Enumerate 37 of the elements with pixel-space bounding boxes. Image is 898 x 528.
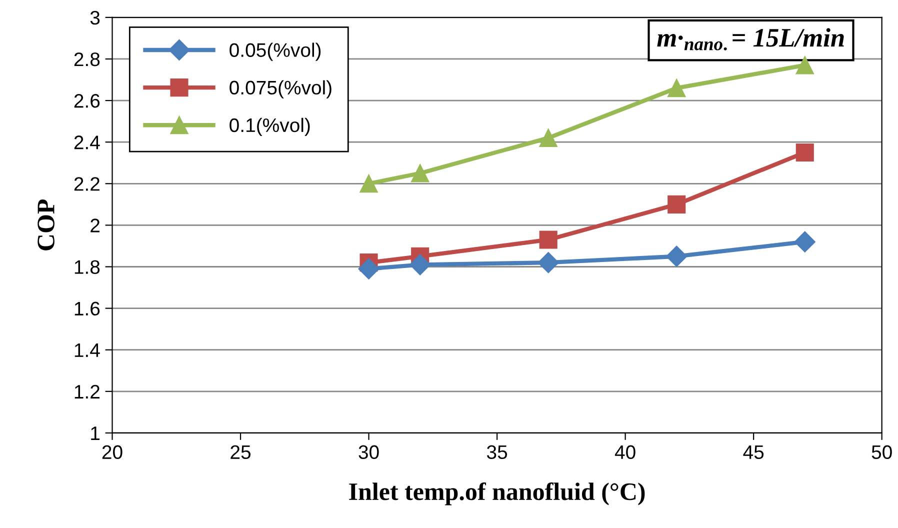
point bbox=[411, 164, 430, 182]
y-tick-label: 2.2 bbox=[74, 177, 100, 191]
x-tick-label: 35 bbox=[486, 445, 508, 460]
point bbox=[410, 254, 431, 276]
point bbox=[539, 230, 558, 249]
y-tick-label: 1.8 bbox=[74, 260, 100, 274]
y-tick-label: 2 bbox=[90, 218, 100, 232]
x-tick-label: 20 bbox=[102, 445, 122, 460]
x-tick-label: 30 bbox=[358, 445, 379, 460]
point bbox=[794, 231, 816, 252]
point bbox=[539, 128, 558, 147]
y-tick-label: 2.4 bbox=[74, 136, 100, 150]
point bbox=[666, 246, 688, 267]
point bbox=[358, 258, 380, 280]
point bbox=[796, 143, 814, 162]
x-tick-label: 50 bbox=[872, 445, 892, 460]
legend-label: 0.075(%vol) bbox=[230, 80, 332, 98]
y-tick-label: 2.8 bbox=[74, 52, 100, 66]
legend-label: 0.05(%vol) bbox=[230, 42, 321, 61]
point bbox=[796, 56, 814, 74]
annotation: m·$_{nano.}$= 15L/min bbox=[657, 28, 844, 50]
point bbox=[668, 195, 686, 214]
y-tick-label: 1.4 bbox=[74, 344, 100, 357]
point bbox=[360, 174, 378, 193]
y-tick-label: 2.6 bbox=[74, 94, 100, 108]
y-tick-label: 3 bbox=[90, 10, 100, 25]
x-tick-label: 40 bbox=[614, 445, 636, 460]
point bbox=[668, 79, 686, 98]
point bbox=[538, 252, 559, 274]
y-tick-label: 1.6 bbox=[74, 302, 100, 316]
x-tick-label: 45 bbox=[743, 445, 764, 460]
y-tick-label: 1.2 bbox=[74, 384, 100, 398]
legend-label: 0.1(%vol) bbox=[230, 118, 310, 136]
y-tick-label: 1 bbox=[91, 426, 100, 440]
x-tick-label: 25 bbox=[230, 445, 251, 460]
x-axis-title: Inlet temp.of nanofluid (°C) bbox=[349, 482, 645, 506]
y-axis-title: COP bbox=[38, 200, 54, 250]
